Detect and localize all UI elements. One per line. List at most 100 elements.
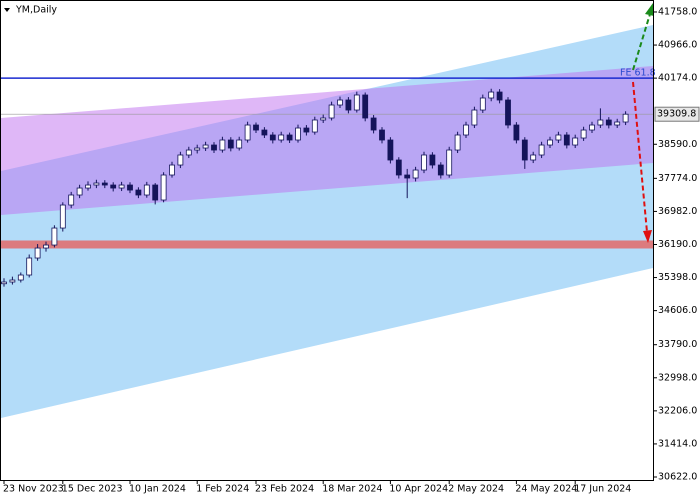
candle-body (110, 184, 117, 189)
x-tick-label: 17 Jun 2024 (574, 484, 631, 495)
candle-body (429, 154, 436, 166)
y-tick-label: 30622.0 (658, 471, 697, 482)
candle-body (219, 139, 226, 151)
candle-body (311, 119, 318, 133)
candle-body (463, 124, 469, 136)
candle-body (202, 144, 209, 149)
candle-body (370, 117, 377, 131)
candle-body (320, 117, 327, 121)
candle-body (345, 99, 352, 111)
candle-body (160, 174, 167, 201)
y-tick-label: 34606.0 (658, 305, 697, 316)
x-tick-label: 15 Dec 2023 (62, 484, 123, 495)
candle-body (303, 127, 310, 133)
candle-body (118, 184, 125, 189)
candle-body (261, 129, 268, 136)
candle-body (93, 182, 100, 186)
candle-body (17, 274, 24, 281)
x-tick-label: 23 Nov 2023 (3, 484, 64, 495)
candle-body (437, 164, 444, 176)
candle-body (513, 124, 520, 141)
candle-body (177, 154, 184, 166)
y-tick-label: 32206.0 (658, 405, 697, 416)
candle-body (244, 124, 251, 141)
candle-body (286, 134, 293, 141)
candle-body (471, 109, 478, 126)
y-tick-label: 33790.0 (658, 339, 697, 350)
candle-body (43, 244, 49, 249)
candle-body (152, 184, 159, 201)
candle-body (379, 129, 385, 141)
candle-body (227, 139, 234, 149)
y-tick-label: 36190.0 (658, 239, 697, 250)
candle-body (169, 164, 175, 176)
candle-body (505, 99, 511, 126)
y-tick-label: 31414.0 (658, 438, 697, 449)
candle-body (572, 137, 579, 146)
x-tick-label: 18 Mar 2024 (322, 484, 382, 495)
candle-body (211, 144, 217, 151)
chart-title: YM,Daily (15, 5, 57, 16)
candle-body (387, 139, 394, 161)
menu-arrow[interactable] (4, 8, 10, 12)
candle-body (236, 139, 243, 149)
candle-body (412, 169, 419, 179)
candle-body (404, 174, 411, 179)
candle-body (328, 104, 335, 119)
y-tick-label: 36982.0 (658, 206, 697, 217)
candle-body (26, 257, 33, 276)
candle-body (488, 91, 495, 99)
candle-body (496, 91, 503, 101)
candle-body (135, 189, 142, 196)
candle-body (101, 182, 108, 186)
y-tick-label: 32998.0 (658, 372, 697, 383)
x-tick-label: 10 Apr 2024 (389, 484, 448, 495)
candle-body (59, 204, 66, 229)
candle-body (521, 139, 528, 161)
candle-body (479, 97, 486, 111)
up-arrow (632, 13, 651, 71)
candles (1, 88, 629, 287)
candle-body (253, 124, 259, 131)
x-tick-label: 1 Feb 2024 (196, 484, 249, 495)
up-arrow-head (645, 3, 654, 16)
candle-body (589, 124, 595, 131)
candle-body (395, 159, 402, 176)
candle-body (143, 184, 150, 196)
y-tick-label: 35398.0 (658, 272, 697, 283)
candle-body (194, 147, 201, 151)
candle-body (555, 134, 562, 141)
candle-body (605, 119, 612, 126)
y-tick-label: 38590.0 (658, 139, 697, 150)
x-tick-label: 23 Feb 2024 (255, 484, 314, 495)
candle-body (597, 119, 604, 126)
candle-body (1, 281, 7, 285)
x-tick-label: 10 Jan 2024 (129, 484, 186, 495)
candle-body (538, 144, 545, 156)
candle-body (547, 139, 553, 146)
y-tick-label: 37774.0 (658, 173, 697, 184)
candle-body (9, 279, 16, 283)
candle-body (185, 149, 192, 156)
support-zone (1, 240, 653, 249)
candle-body (51, 227, 58, 246)
x-tick-label: 2 May 2024 (448, 484, 504, 495)
current-price-box (654, 106, 700, 122)
candle-body (337, 99, 343, 106)
candle-body (530, 154, 537, 161)
candle-body (278, 134, 285, 141)
candle-body (269, 134, 276, 141)
down-arrow (632, 81, 648, 233)
candle-body (353, 94, 360, 111)
candle-body (614, 121, 621, 126)
x-tick-label: 24 May 2024 (515, 484, 577, 495)
candle-body (127, 184, 133, 191)
y-tick-label: 41758.0 (658, 6, 697, 17)
forecast-arrows (632, 3, 654, 243)
down-arrow-head (643, 230, 652, 243)
candle-body (76, 187, 83, 196)
y-tick-label: 40966.0 (658, 40, 697, 51)
current-price-label: 39309.8 (657, 109, 696, 120)
